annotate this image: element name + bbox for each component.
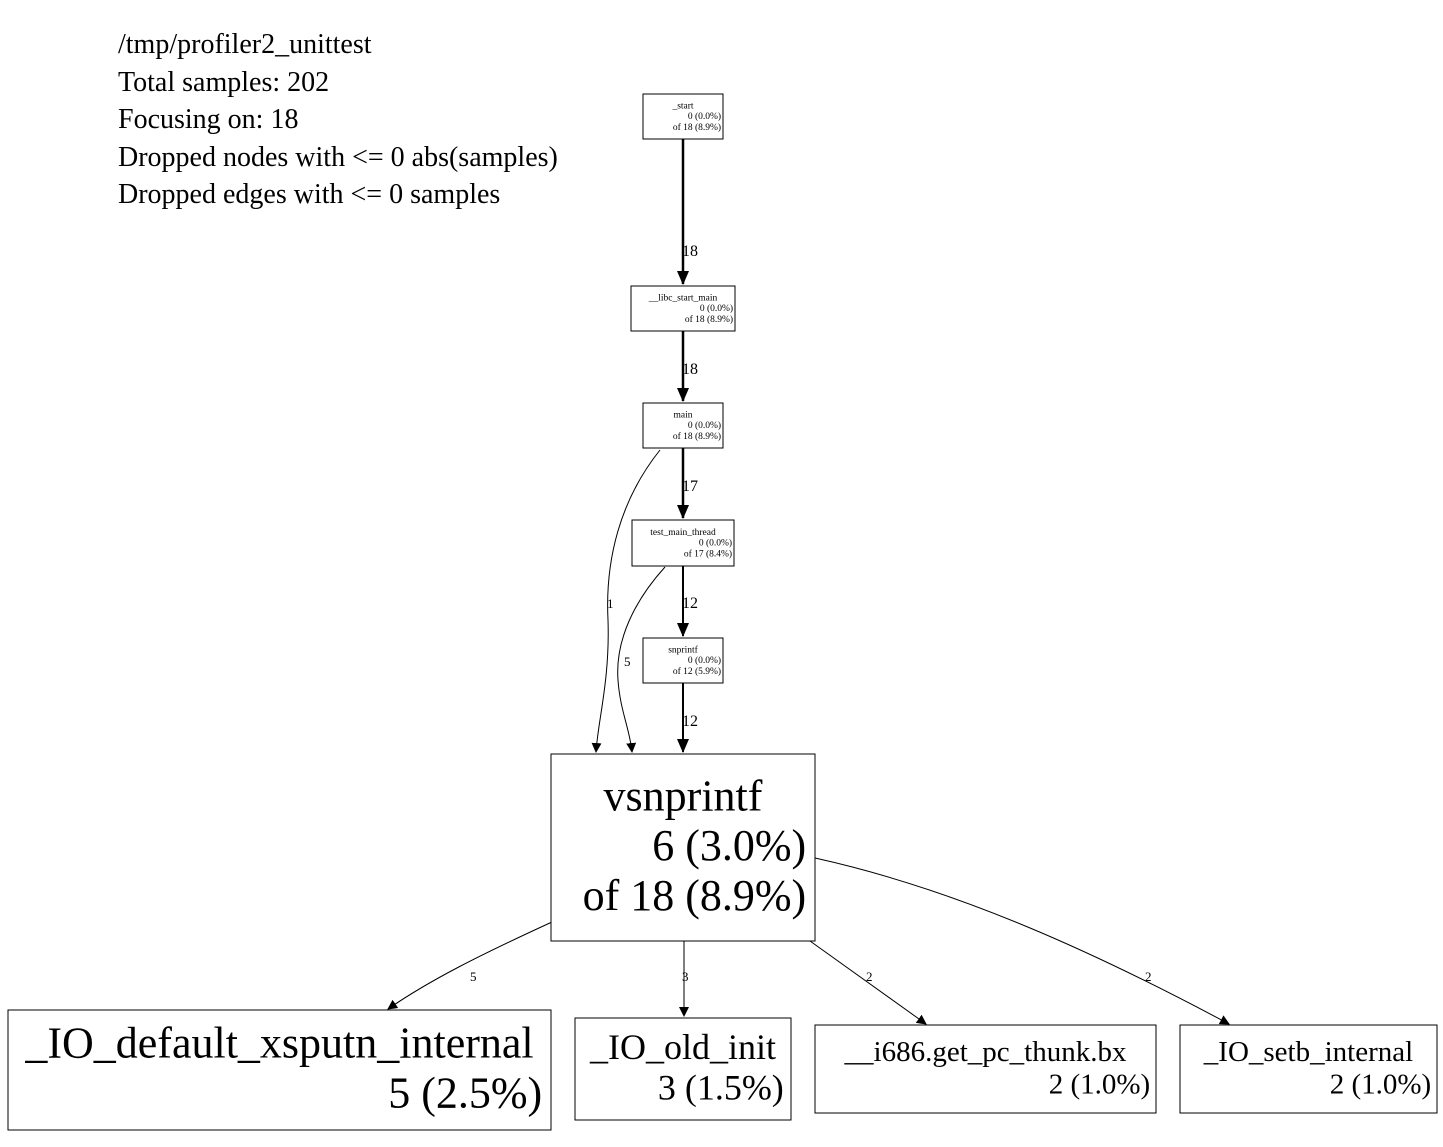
node-self: 2 (1.0%) bbox=[1049, 1069, 1150, 1101]
edge-label: 5 bbox=[470, 969, 477, 984]
node-name: _IO_default_xsputn_internal bbox=[24, 1019, 533, 1068]
node-name: _IO_setb_internal bbox=[1203, 1036, 1413, 1068]
node-self: 3 (1.5%) bbox=[658, 1068, 784, 1108]
edge-label: 17 bbox=[682, 478, 698, 495]
edge-label: 2 bbox=[866, 969, 873, 984]
edge-label: 2 bbox=[1145, 969, 1152, 984]
node-box bbox=[1179, 1024, 1438, 1114]
node-cum: of 12 (5.9%) bbox=[673, 666, 721, 677]
total-samples: Total samples: 202 bbox=[118, 66, 330, 98]
node-box bbox=[642, 402, 724, 449]
profile-file: /tmp/profiler2_unittest bbox=[118, 29, 372, 60]
node-name: vsnprintf bbox=[604, 771, 763, 820]
node-box bbox=[814, 1024, 1157, 1114]
node-box bbox=[550, 753, 816, 942]
edge-label: 12 bbox=[682, 595, 698, 612]
node-box bbox=[631, 519, 735, 567]
focusing-on: Focusing on: 18 bbox=[118, 104, 299, 135]
node-name: __libc_start_main bbox=[648, 293, 718, 303]
edge-label: 5 bbox=[624, 654, 631, 669]
edge-label: 12 bbox=[682, 713, 698, 730]
node-self: 2 (1.0%) bbox=[1330, 1069, 1431, 1101]
node-cum: of 18 (8.9%) bbox=[673, 431, 721, 442]
node-thunk[interactable]: __i686.get_pc_thunk.bx2 (1.0%) bbox=[814, 1024, 1157, 1114]
dropped-nodes: Dropped nodes with <= 0 abs(samples) bbox=[118, 141, 558, 173]
node-cum: of 17 (8.4%) bbox=[684, 548, 732, 559]
node-box bbox=[7, 1009, 552, 1131]
edge-vsnprintf-to-thunk bbox=[809, 940, 927, 1025]
edge-label: 3 bbox=[682, 969, 689, 984]
node-self: 6 (3.0%) bbox=[652, 821, 806, 870]
node-self: 0 (0.0%) bbox=[699, 538, 732, 549]
edge-vsnprintf-to-xsputn bbox=[387, 921, 553, 1010]
node-cum: of 18 (8.9%) bbox=[685, 314, 733, 325]
node-box bbox=[642, 93, 724, 140]
node-name: test_main_thread bbox=[650, 528, 716, 538]
edge-test-to-vsnprintf bbox=[617, 566, 666, 753]
node-box bbox=[642, 637, 724, 684]
node-box bbox=[574, 1017, 792, 1121]
node-name: _start bbox=[671, 101, 693, 111]
node-cum: of 18 (8.9%) bbox=[583, 871, 807, 920]
edge-vsnprintf-to-setb bbox=[814, 857, 1230, 1025]
node-cum: of 18 (8.9%) bbox=[673, 122, 721, 133]
dropped-edges: Dropped edges with <= 0 samples bbox=[118, 179, 501, 210]
node-self: 0 (0.0%) bbox=[688, 655, 721, 666]
edge-label: 1 bbox=[607, 596, 614, 611]
edge-label: 18 bbox=[682, 361, 698, 378]
node-name: snprintf bbox=[668, 644, 698, 655]
graph-header: /tmp/profiler2_unittest Total samples: 2… bbox=[118, 26, 558, 214]
node-box bbox=[630, 285, 736, 332]
node-name: main bbox=[674, 410, 693, 420]
edge-main-to-vsnprintf bbox=[591, 449, 661, 753]
node-name: __i686.get_pc_thunk.bx bbox=[844, 1036, 1127, 1068]
node-self: 0 (0.0%) bbox=[700, 303, 733, 314]
node-self: 5 (2.5%) bbox=[388, 1068, 542, 1117]
node-name: _IO_old_init bbox=[589, 1027, 776, 1067]
node-self: 0 (0.0%) bbox=[688, 420, 721, 431]
edge-label: 18 bbox=[682, 243, 698, 260]
node-self: 0 (0.0%) bbox=[688, 111, 721, 122]
